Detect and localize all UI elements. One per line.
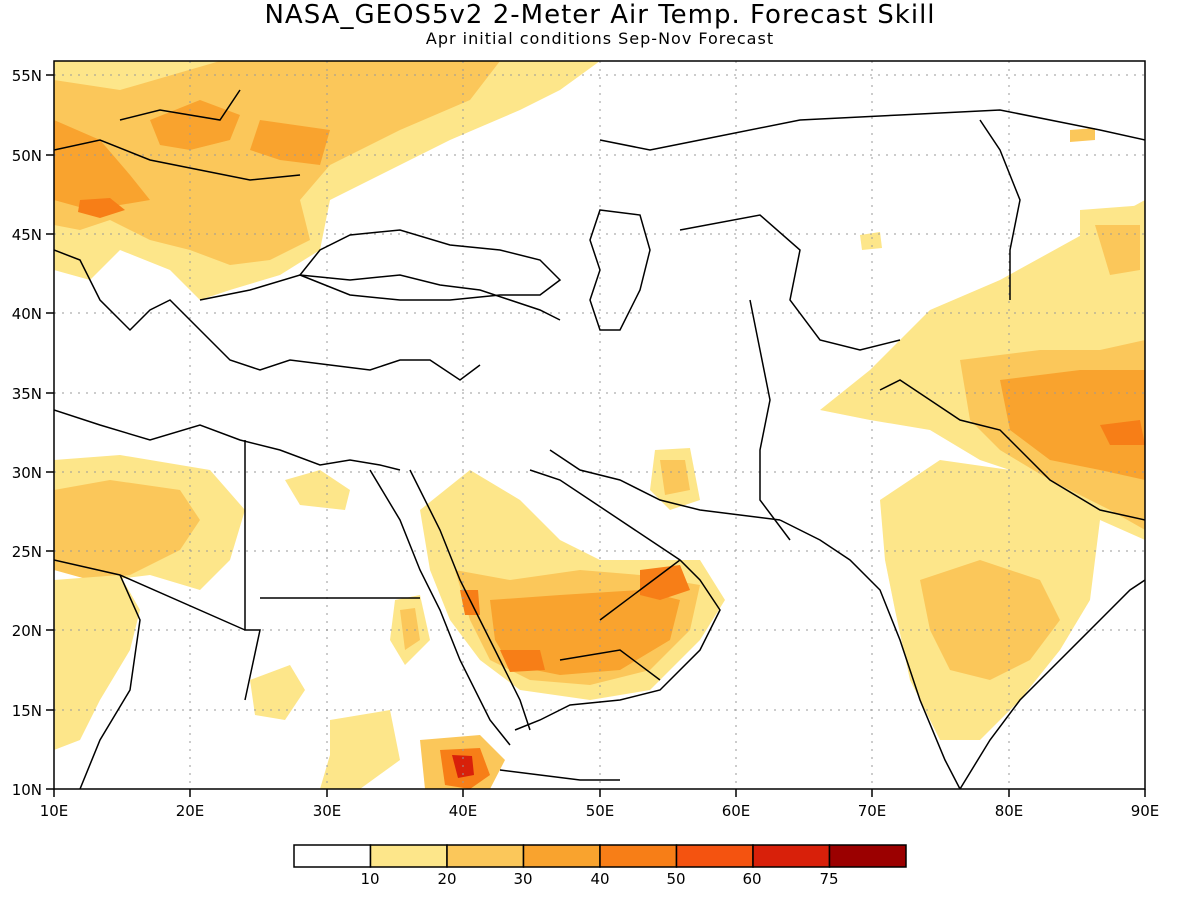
lat-tick: 10N bbox=[12, 781, 42, 799]
shade-kaz-10 bbox=[860, 232, 882, 250]
shade-oman-40 bbox=[640, 565, 690, 600]
colorbar-label: 60 bbox=[742, 870, 761, 888]
skill-shading bbox=[54, 61, 1145, 789]
shade-libya-20 bbox=[54, 480, 200, 580]
coastlines bbox=[54, 89, 1145, 789]
lat-tick: 20N bbox=[12, 622, 42, 640]
shade-mongolia-20 bbox=[1095, 225, 1140, 275]
colorbar-label: 75 bbox=[819, 870, 838, 888]
lon-tick: 80E bbox=[995, 802, 1024, 820]
chart-title: NASA_GEOS5v2 2-Meter Air Temp. Forecast … bbox=[264, 0, 936, 30]
lat-tick: 30N bbox=[12, 464, 42, 482]
colorbar-label: 40 bbox=[590, 870, 609, 888]
colorbar-swatch bbox=[446, 844, 525, 868]
shade-india-20 bbox=[920, 560, 1060, 680]
gridlines bbox=[54, 61, 1145, 789]
lon-tick: 20E bbox=[176, 802, 205, 820]
lat-tick: 55N bbox=[12, 67, 42, 85]
lon-tick: 70E bbox=[858, 802, 887, 820]
lat-tick: 45N bbox=[12, 226, 42, 244]
axis-ticks bbox=[46, 74, 1146, 797]
lon-tick: 40E bbox=[449, 802, 478, 820]
colorbar-labels: 10 20 30 40 50 60 75 bbox=[360, 870, 838, 888]
colorbar-swatch bbox=[752, 844, 831, 868]
shade-europe-20 bbox=[54, 61, 500, 265]
shade-alps-40 bbox=[78, 198, 125, 218]
shade-chad-10 bbox=[54, 575, 140, 750]
shade-iran-20 bbox=[660, 460, 690, 495]
chart-subtitle: Apr initial conditions Sep-Nov Forecast bbox=[425, 29, 775, 48]
lat-tick: 25N bbox=[12, 543, 42, 561]
colorbar-label: 30 bbox=[513, 870, 532, 888]
colorbar-swatch bbox=[675, 844, 754, 868]
lon-tick: 10E bbox=[40, 802, 69, 820]
shade-egypt-10 bbox=[285, 470, 350, 510]
shade-tibet-30 bbox=[1000, 370, 1145, 480]
lon-tick: 60E bbox=[722, 802, 751, 820]
colorbar-swatch bbox=[522, 844, 601, 868]
colorbar-swatch bbox=[369, 844, 448, 868]
lon-labels: 10E 20E 30E 40E 50E 60E 70E 80E 90E bbox=[40, 802, 1160, 820]
lat-labels: 10N 15N 20N 25N 30N 35N 40N 45N 50N 55N bbox=[12, 67, 42, 799]
colorbar-swatch bbox=[828, 844, 907, 868]
shade-sudan-10 bbox=[250, 665, 305, 720]
shade-europe-30c bbox=[250, 120, 330, 165]
colorbar-swatch bbox=[599, 844, 678, 868]
lon-tick: 90E bbox=[1131, 802, 1160, 820]
shade-europe-30 bbox=[54, 120, 150, 210]
lat-tick: 50N bbox=[12, 147, 42, 165]
colorbar-label: 20 bbox=[437, 870, 456, 888]
shade-sudan2-20 bbox=[400, 608, 420, 650]
shade-yemen-40 bbox=[500, 650, 545, 672]
lat-tick: 35N bbox=[12, 385, 42, 403]
colorbar bbox=[293, 844, 907, 868]
lat-tick: 15N bbox=[12, 702, 42, 720]
shade-tibet-40 bbox=[1100, 420, 1145, 445]
shade-eritrea-10 bbox=[320, 710, 400, 789]
colorbar-label: 50 bbox=[666, 870, 685, 888]
lat-tick: 40N bbox=[12, 305, 42, 323]
lon-tick: 50E bbox=[586, 802, 615, 820]
colorbar-label: 10 bbox=[360, 870, 379, 888]
colorbar-swatch bbox=[293, 844, 372, 868]
lon-tick: 30E bbox=[313, 802, 342, 820]
shade-siberia-20 bbox=[1070, 128, 1095, 142]
